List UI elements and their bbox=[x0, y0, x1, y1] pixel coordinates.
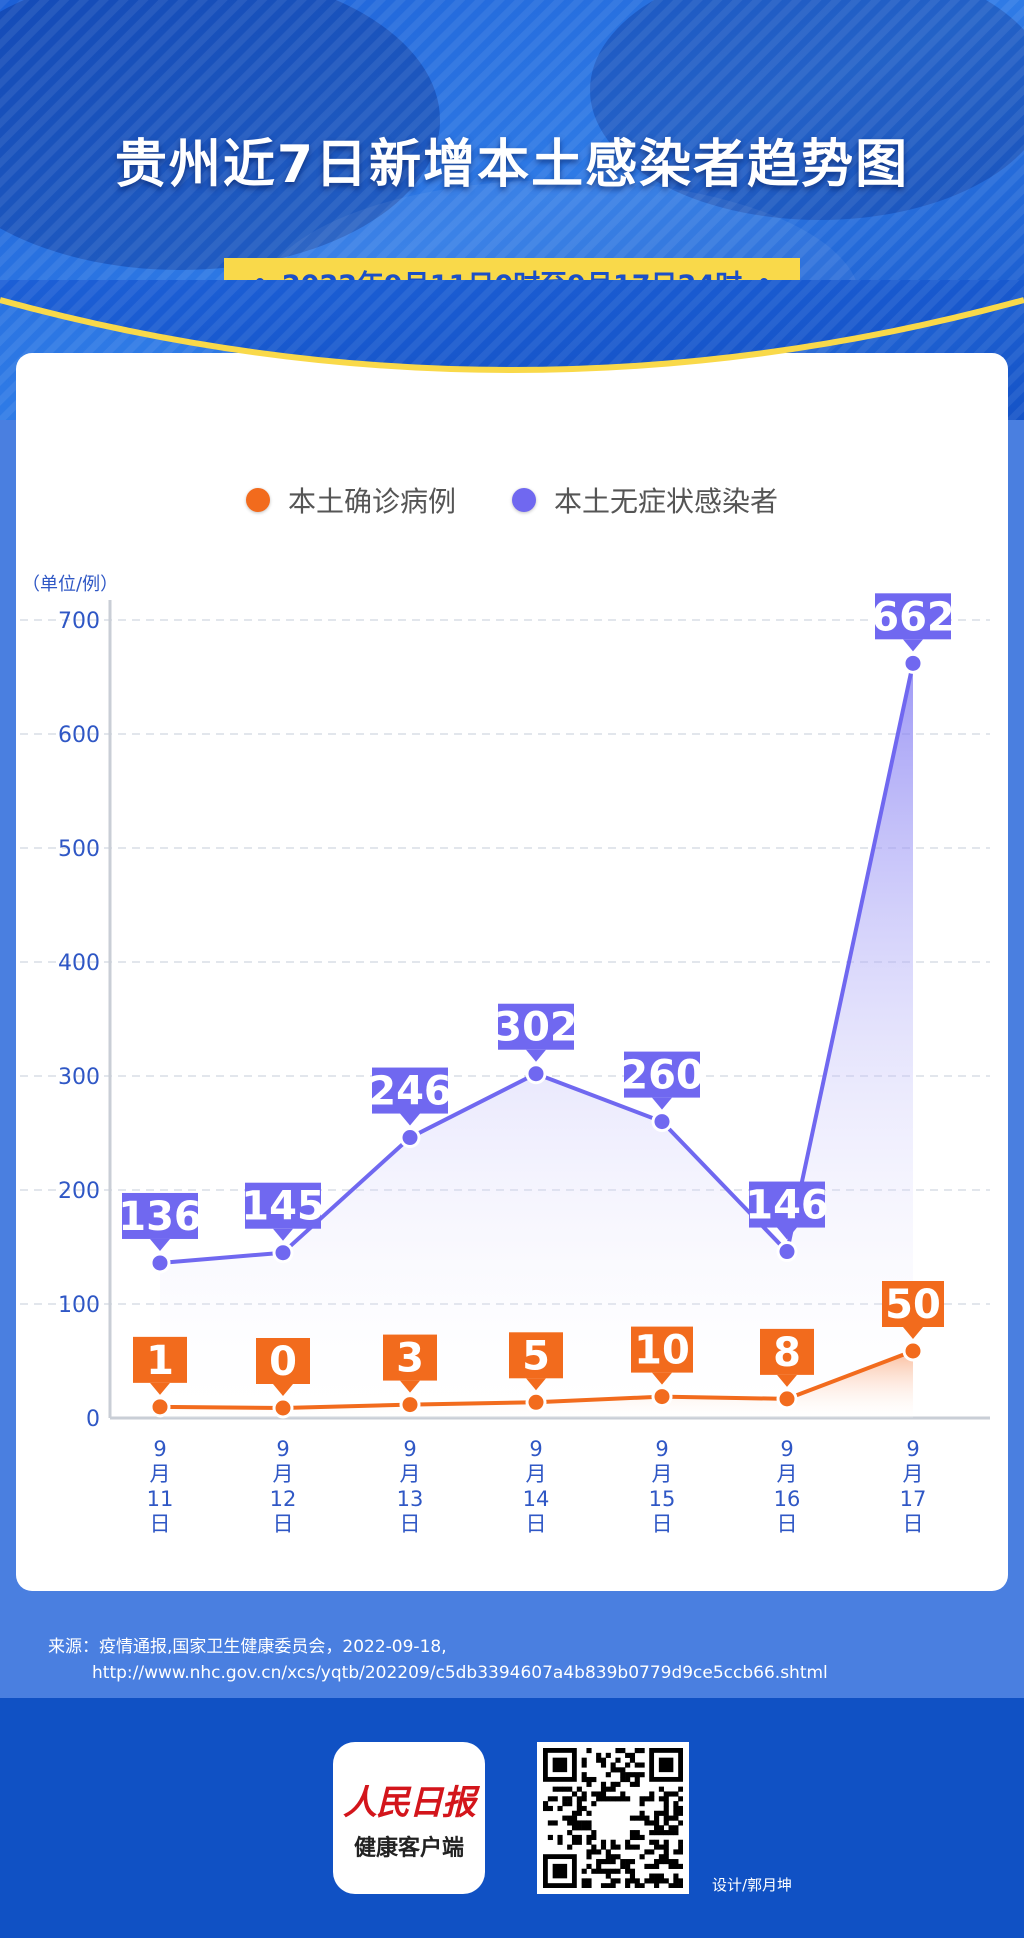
data-label-confirmed: 8 bbox=[773, 1330, 801, 1376]
data-label-asymptomatic-box bbox=[749, 1181, 825, 1228]
source-url[interactable]: http://www.nhc.gov.cn/xcs/yqtb/202209/c5… bbox=[92, 1663, 828, 1683]
chart-legend: 本土确诊病例 本土无症状感染者 bbox=[0, 480, 1024, 520]
point-asymptomatic bbox=[272, 1242, 294, 1264]
x-tick-label: 9 月 15 日 bbox=[649, 1437, 676, 1536]
source-note: 来源：疫情通报,国家卫生健康委员会，2022-09-18, http://www… bbox=[48, 1634, 828, 1686]
app-logo: 人民日报 健康客户端 bbox=[333, 1742, 485, 1894]
point-confirmed bbox=[149, 1396, 171, 1418]
data-label-asymptomatic-box bbox=[245, 1182, 321, 1229]
x-tick-label: 9 月 13 日 bbox=[397, 1437, 424, 1536]
point-confirmed bbox=[902, 1340, 924, 1362]
data-label-confirmed: 0 bbox=[269, 1339, 297, 1385]
point-confirmed bbox=[399, 1394, 421, 1416]
data-label-confirmed: 50 bbox=[885, 1282, 941, 1328]
y-tick-label: 300 bbox=[58, 1065, 100, 1090]
point-confirmed bbox=[525, 1391, 547, 1413]
legend-item-confirmed: 本土确诊病例 bbox=[245, 480, 456, 520]
logo-title: 人民日报 bbox=[343, 1782, 476, 1823]
data-label-confirmed-box bbox=[760, 1328, 814, 1375]
data-label-confirmed-box bbox=[631, 1326, 693, 1373]
data-label-confirmed: 3 bbox=[396, 1336, 424, 1382]
source-line: 来源：疫情通报,国家卫生健康委员会，2022-09-18, bbox=[48, 1637, 447, 1657]
data-label-asymptomatic-pointer bbox=[273, 1228, 293, 1241]
y-tick-label: 400 bbox=[58, 951, 100, 976]
data-label-asymptomatic-pointer bbox=[400, 1113, 420, 1126]
legend-dot-icon bbox=[512, 488, 536, 512]
data-label-confirmed-box bbox=[383, 1334, 437, 1381]
data-label-asymptomatic-box bbox=[498, 1003, 574, 1050]
data-label-asymptomatic: 145 bbox=[241, 1184, 325, 1230]
data-label-asymptomatic-box bbox=[122, 1192, 198, 1239]
point-asymptomatic bbox=[525, 1063, 547, 1085]
y-tick-label: 100 bbox=[58, 1293, 100, 1318]
point-asymptomatic bbox=[399, 1127, 421, 1149]
footer-band bbox=[0, 1698, 1024, 1938]
data-label-confirmed-box bbox=[133, 1336, 187, 1383]
data-label-confirmed: 5 bbox=[522, 1333, 550, 1379]
data-label-asymptomatic-box bbox=[624, 1051, 700, 1098]
point-asymptomatic bbox=[651, 1111, 673, 1133]
data-label-asymptomatic: 302 bbox=[494, 1005, 578, 1051]
point-asymptomatic bbox=[902, 652, 924, 674]
data-label-asymptomatic-pointer bbox=[526, 1049, 546, 1062]
data-label-confirmed: 10 bbox=[634, 1328, 690, 1374]
data-label-asymptomatic: 260 bbox=[620, 1053, 704, 1099]
legend-label-confirmed: 本土确诊病例 bbox=[287, 485, 456, 518]
data-label-asymptomatic: 662 bbox=[871, 594, 955, 640]
data-label-asymptomatic-pointer bbox=[903, 639, 923, 652]
data-label-confirmed-pointer bbox=[400, 1380, 420, 1393]
x-tick-label: 9 月 11 日 bbox=[147, 1437, 174, 1536]
y-unit-label: （单位/例） bbox=[22, 574, 118, 595]
header-arc bbox=[0, 280, 1024, 373]
data-label-asymptomatic: 136 bbox=[118, 1194, 202, 1240]
y-tick-label: 200 bbox=[58, 1179, 100, 1204]
area-asymptomatic bbox=[160, 663, 913, 1418]
data-label-confirmed: 1 bbox=[146, 1338, 174, 1384]
data-label-asymptomatic-pointer bbox=[777, 1227, 797, 1240]
y-tick-label: 700 bbox=[58, 609, 100, 634]
y-tick-label: 0 bbox=[86, 1407, 100, 1432]
data-label-confirmed-pointer bbox=[273, 1384, 293, 1396]
y-tick-label: 600 bbox=[58, 723, 100, 748]
designer-credit: 设计/郭月坤 bbox=[712, 1876, 793, 1894]
x-tick-label: 9 月 14 日 bbox=[523, 1437, 550, 1536]
data-label-confirmed-pointer bbox=[652, 1372, 672, 1385]
legend-item-asymptomatic: 本土无症状感染者 bbox=[512, 480, 778, 520]
data-label-asymptomatic-pointer bbox=[652, 1097, 672, 1110]
data-label-asymptomatic: 246 bbox=[368, 1069, 452, 1115]
data-label-asymptomatic-pointer bbox=[150, 1238, 170, 1251]
x-tick-label: 9 月 12 日 bbox=[270, 1437, 297, 1536]
qr-code-icon bbox=[543, 1748, 684, 1889]
y-tick-label: 500 bbox=[58, 837, 100, 862]
point-confirmed bbox=[272, 1397, 294, 1419]
legend-dot-icon bbox=[245, 488, 270, 512]
data-label-asymptomatic: 146 bbox=[745, 1183, 829, 1229]
legend-label-asymptomatic: 本土无症状感染者 bbox=[554, 485, 779, 518]
data-label-confirmed-box bbox=[256, 1338, 310, 1384]
qr-code bbox=[537, 1742, 689, 1894]
data-label-confirmed-pointer bbox=[150, 1382, 170, 1395]
data-label-asymptomatic-box bbox=[875, 593, 951, 640]
point-confirmed bbox=[776, 1388, 798, 1410]
x-tick-label: 9 月 16 日 bbox=[774, 1437, 801, 1536]
data-label-confirmed-pointer bbox=[526, 1378, 546, 1391]
point-asymptomatic bbox=[149, 1252, 171, 1274]
data-label-confirmed-pointer bbox=[777, 1374, 797, 1387]
data-label-confirmed-pointer bbox=[903, 1327, 923, 1339]
point-confirmed bbox=[651, 1386, 673, 1408]
page-title: 贵州近7日新增本土感染者趋势图 bbox=[114, 135, 910, 195]
logo-subtitle: 健康客户端 bbox=[353, 1834, 464, 1861]
data-label-confirmed-box bbox=[882, 1281, 944, 1327]
data-label-confirmed-box bbox=[509, 1332, 563, 1379]
data-label-asymptomatic-box bbox=[372, 1067, 448, 1114]
point-asymptomatic bbox=[776, 1241, 798, 1263]
area-confirmed bbox=[160, 1351, 913, 1418]
x-tick-label: 9 月 17 日 bbox=[900, 1437, 927, 1536]
